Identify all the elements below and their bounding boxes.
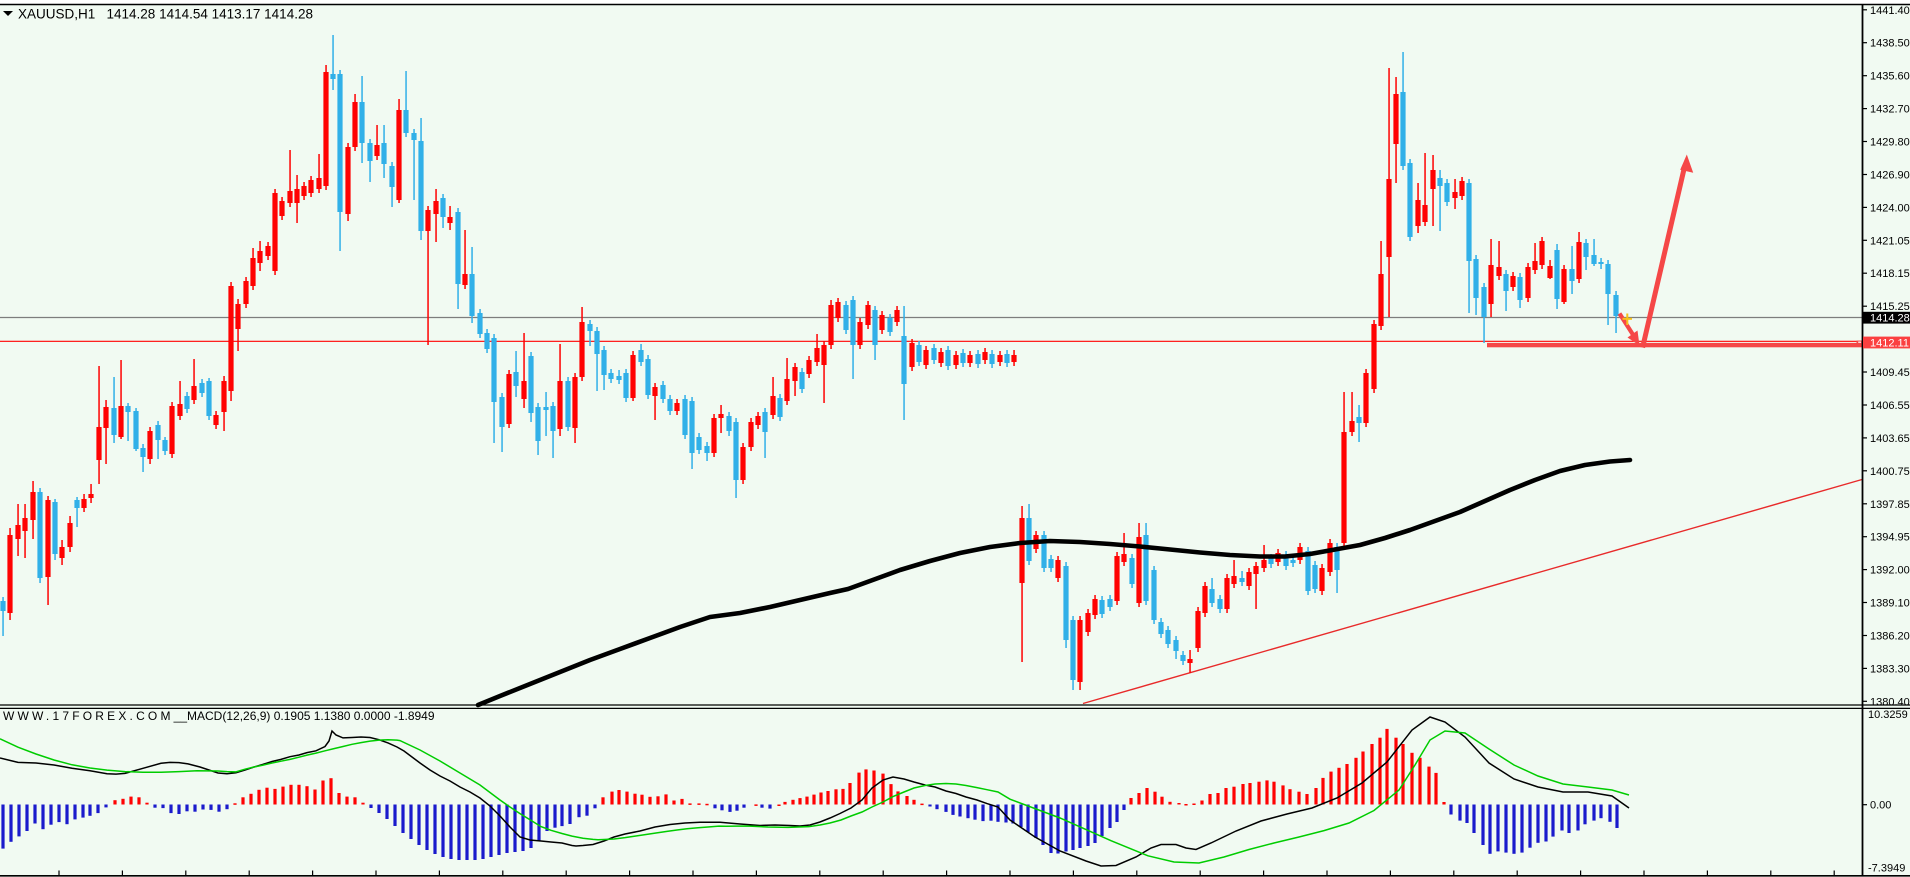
svg-text:1435.60: 1435.60 (1870, 71, 1910, 83)
svg-text:1386.20: 1386.20 (1870, 631, 1910, 643)
svg-text:1392.00: 1392.00 (1870, 565, 1910, 577)
svg-text:1414.28: 1414.28 (1870, 313, 1910, 325)
svg-text:1432.70: 1432.70 (1870, 104, 1910, 116)
svg-text:1412.11: 1412.11 (1870, 337, 1909, 349)
svg-text:1403.65: 1403.65 (1870, 433, 1910, 445)
svg-text:-7.3949: -7.3949 (1868, 863, 1905, 875)
svg-text:1383.30: 1383.30 (1870, 663, 1910, 675)
svg-text:1418.15: 1418.15 (1870, 268, 1910, 280)
svg-text:1424.00: 1424.00 (1870, 202, 1910, 214)
svg-text:1415.25: 1415.25 (1870, 301, 1910, 313)
svg-text:10.3259: 10.3259 (1868, 709, 1908, 721)
svg-text:1438.50: 1438.50 (1870, 38, 1910, 50)
svg-text:1380.40: 1380.40 (1870, 696, 1910, 708)
svg-text:1406.55: 1406.55 (1870, 400, 1910, 412)
svg-text:1394.95: 1394.95 (1870, 532, 1910, 544)
svg-text:1409.45: 1409.45 (1870, 367, 1910, 379)
svg-text:1426.90: 1426.90 (1870, 170, 1910, 182)
svg-text:1429.80: 1429.80 (1870, 137, 1910, 149)
svg-text:WWW.17FOREX.COM__MACD(12,26,9): WWW.17FOREX.COM__MACD(12,26,9) 0.1905 1.… (3, 709, 435, 723)
svg-text:1397.85: 1397.85 (1870, 499, 1910, 511)
svg-text:1441.40: 1441.40 (1870, 5, 1910, 17)
svg-text:XAUUSD,H1 1414.28 1414.54 14: XAUUSD,H1 1414.28 1414.54 1413.17 1414.2… (18, 7, 313, 22)
svg-text:1400.75: 1400.75 (1870, 466, 1910, 478)
svg-text:1389.10: 1389.10 (1870, 598, 1910, 610)
svg-text:0.00: 0.00 (1870, 800, 1891, 812)
svg-text:1421.05: 1421.05 (1870, 235, 1910, 247)
